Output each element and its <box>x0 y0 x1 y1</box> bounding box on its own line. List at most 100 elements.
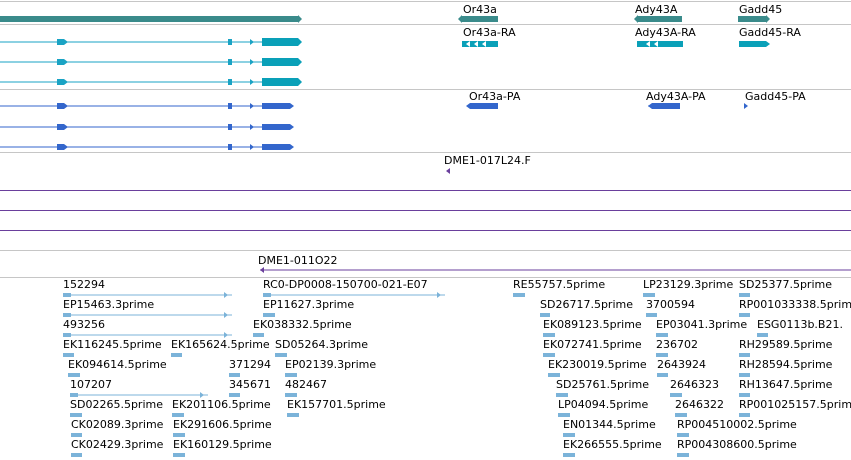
est-block[interactable] <box>275 353 287 357</box>
cds-segment[interactable] <box>262 103 290 109</box>
est-label: EN01344.5prime <box>563 418 656 431</box>
est-block[interactable] <box>63 313 71 317</box>
est-block[interactable] <box>677 453 689 457</box>
transcript-label: Ady43A-RA <box>635 26 696 39</box>
est-block[interactable] <box>285 373 297 377</box>
est-block[interactable] <box>253 333 264 337</box>
gene-strand-arrow <box>634 15 638 23</box>
gene-feature[interactable] <box>638 16 682 22</box>
est-block[interactable] <box>63 333 71 337</box>
strand-arrow <box>64 79 68 85</box>
est-block[interactable] <box>656 353 668 357</box>
strand-arrow <box>250 124 254 130</box>
strand-arrow <box>290 144 294 150</box>
strand-arrow <box>250 144 254 150</box>
est-block[interactable] <box>513 293 525 297</box>
est-block[interactable] <box>173 453 185 457</box>
strand-arrow <box>64 59 68 65</box>
transcript-exon[interactable] <box>228 79 232 85</box>
est-block[interactable] <box>675 413 687 417</box>
strand-arrow <box>250 39 254 45</box>
transcript-exon[interactable] <box>228 39 232 45</box>
est-block[interactable] <box>263 293 271 297</box>
est-label: RC0-DP0008-150700-021-E07 <box>263 278 428 291</box>
est-block[interactable] <box>540 313 550 317</box>
transcript-exon[interactable] <box>228 59 232 65</box>
est-block[interactable] <box>543 353 555 357</box>
cds-segment[interactable] <box>262 124 290 130</box>
est-label: EK038332.5prime <box>253 318 352 331</box>
est-block[interactable] <box>173 433 185 437</box>
est-block[interactable] <box>70 413 82 417</box>
est-block[interactable] <box>543 333 555 337</box>
est-block[interactable] <box>229 373 240 377</box>
est-block[interactable] <box>677 433 689 437</box>
est-arrow <box>200 392 204 398</box>
transcript-exon[interactable] <box>57 39 64 45</box>
est-block[interactable] <box>646 313 657 317</box>
est-block[interactable] <box>171 353 182 357</box>
est-block[interactable] <box>558 413 570 417</box>
strand-arrow <box>744 103 748 109</box>
cds-segment[interactable] <box>652 103 680 109</box>
cds-segment[interactable] <box>228 144 232 150</box>
est-block[interactable] <box>656 333 668 337</box>
cds-segment[interactable] <box>57 124 64 130</box>
transcript-label: Gadd45-RA <box>739 26 801 39</box>
transcript-exon[interactable] <box>57 59 64 65</box>
est-block[interactable] <box>739 413 750 417</box>
est-block[interactable] <box>563 453 575 457</box>
strand-arrow <box>298 58 302 66</box>
gene-feature[interactable] <box>0 16 298 22</box>
est-block[interactable] <box>172 413 184 417</box>
est-label: EP03041.3prime <box>656 318 748 331</box>
est-block[interactable] <box>670 393 682 397</box>
cds-segment[interactable] <box>228 103 232 109</box>
est-label: 371294 <box>229 358 271 371</box>
cds-segment[interactable] <box>470 103 498 109</box>
est-label: EK165624.5prime <box>171 338 270 351</box>
est-block[interactable] <box>739 393 750 397</box>
gene-feature[interactable] <box>462 16 498 22</box>
strand-arrow <box>250 59 254 65</box>
cds-segment[interactable] <box>228 124 232 130</box>
cds-segment[interactable] <box>57 144 64 150</box>
strand-arrow <box>466 41 470 47</box>
gene-feature[interactable] <box>738 16 766 22</box>
est-block[interactable] <box>70 393 78 397</box>
est-label: RH29589.5prime <box>739 338 833 351</box>
est-label: RP001025157.5prime <box>739 398 851 411</box>
est-arrow <box>224 312 228 318</box>
est-block[interactable] <box>563 433 575 437</box>
est-block[interactable] <box>285 393 297 397</box>
transcript-exon[interactable] <box>739 41 766 47</box>
transcript-exon[interactable] <box>57 79 64 85</box>
est-block[interactable] <box>63 353 74 357</box>
transcript-exon[interactable] <box>262 38 298 46</box>
est-block[interactable] <box>739 373 750 377</box>
transcript-exon[interactable] <box>262 78 298 86</box>
strand-arrow <box>64 39 68 45</box>
est-block[interactable] <box>287 413 299 417</box>
est-block[interactable] <box>757 333 768 337</box>
est-block[interactable] <box>68 373 80 377</box>
est-block[interactable] <box>643 293 655 297</box>
est-label: ESG0113b.B21. <box>757 318 843 331</box>
est-block[interactable] <box>739 293 750 297</box>
transcript-exon[interactable] <box>262 58 298 66</box>
transcript-exon[interactable] <box>637 41 683 47</box>
est-block[interactable] <box>263 313 275 317</box>
est-block[interactable] <box>657 373 668 377</box>
est-block[interactable] <box>71 433 82 437</box>
est-block[interactable] <box>739 313 750 317</box>
transcript-exon[interactable] <box>462 41 498 47</box>
est-label: EK230019.5prime <box>548 358 647 371</box>
est-block[interactable] <box>71 453 82 457</box>
est-block[interactable] <box>63 293 71 297</box>
est-block[interactable] <box>556 393 568 397</box>
est-block[interactable] <box>229 393 240 397</box>
cds-segment[interactable] <box>262 144 290 150</box>
cds-segment[interactable] <box>57 103 64 109</box>
est-block[interactable] <box>548 373 560 377</box>
est-block[interactable] <box>739 353 750 357</box>
